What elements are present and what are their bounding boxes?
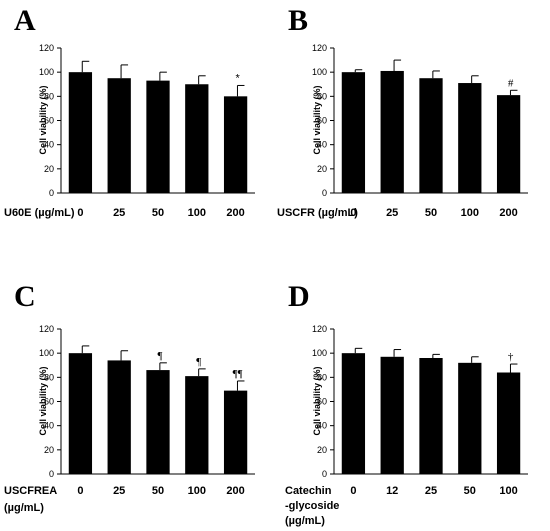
panel-c-significance-mark: ¶ [158,350,163,362]
panel-d-bar [380,356,404,474]
panel-c-ytick-label: 20 [44,445,54,455]
panel-b-ytick-label: 40 [317,140,327,150]
panel-c-bar [68,353,93,474]
panel-b-xtick-label: 25 [386,207,398,219]
panel-c-bar [146,370,170,474]
panel-b-ytick-label: 20 [317,164,327,174]
panel-a-ytick-label: 80 [44,91,54,101]
panel-letter-b: B [288,4,308,37]
panel-c-ytick-label: 0 [49,469,54,479]
panel-b-xtick-label: 50 [425,207,437,219]
panel-d-bar [419,358,443,474]
panel-b-bar [458,83,482,193]
panel-d-ytick-label: 20 [317,445,327,455]
panel-a-bar [146,80,170,193]
panel-d-xlabel: Catechin [285,485,332,497]
panel-a-bar [107,78,131,193]
panel-c-xtick-label: 0 [77,485,83,497]
panel-d-bar [458,362,482,474]
panel-a-ytick-label: 60 [44,116,54,126]
panel-a-xtick-label: 100 [188,207,206,219]
panel-b-significance-mark: # [508,77,514,89]
panel-b-xtick-label: 0 [350,207,356,219]
panel-b-bar [496,95,521,193]
panel-b-ytick-label: 0 [322,188,327,198]
panel-c-xlabel: (µg/mL) [4,502,44,514]
panel-d-ytick-label: 120 [312,324,327,334]
panel-d-ytick-label: 0 [322,469,327,479]
panel-b-xlabel: USCFR (µg/mL) [277,207,358,219]
panel-d-xlabel: -glycoside [285,500,339,512]
panel-d-ytick-label: 60 [317,397,327,407]
panel-d-xlabel: (µg/mL) [285,515,325,527]
panel-a-ylabel: Cell viability (%) [38,85,48,154]
panel-c-xlabel: USCFREA [4,485,57,497]
panel-c-significance-mark: ¶¶ [233,368,243,380]
panel-d-ylabel: Cell viability (%) [312,366,322,435]
panel-b-ytick-label: 80 [317,91,327,101]
panel-c-significance-mark: ¶ [196,356,201,368]
panel-letter-c: C [14,280,36,313]
panel-d-ytick-label: 40 [317,421,327,431]
panel-a-xtick-label: 200 [226,207,244,219]
panel-d-xtick-label: 50 [464,485,476,497]
panel-d-ytick-label: 100 [312,348,327,358]
panel-b-bar [380,70,404,193]
panel-a-ytick-label: 100 [39,67,54,77]
panel-d-significance-mark: † [508,351,514,363]
panel-c-xtick-label: 50 [152,485,164,497]
panel-c-bar [107,360,131,474]
panel-c-ytick-label: 80 [44,372,54,382]
panel-b-bar [419,78,443,193]
panel-b-ytick-label: 120 [312,43,327,53]
panel-a-ytick-label: 0 [49,188,54,198]
panel-d-xtick-label: 25 [425,485,437,497]
panel-a-xtick-label: 0 [77,207,83,219]
panel-a-ytick-label: 40 [44,140,54,150]
panel-c-ytick-label: 120 [39,324,54,334]
panel-a-ytick-label: 20 [44,164,54,174]
panel-b-ytick-label: 100 [312,67,327,77]
panel-d-xtick-label: 100 [499,485,517,497]
panel-c-ylabel: Cell viability (%) [38,366,48,435]
panel-a-xtick-label: 25 [113,207,125,219]
panel-c-ytick-label: 100 [39,348,54,358]
panel-a-xlabel: U60E (µg/mL) [4,207,75,219]
panel-b-ylabel: Cell viability (%) [312,85,322,154]
panel-a-bar [68,72,93,193]
panel-a-bar [223,96,248,193]
panel-c-ytick-label: 60 [44,397,54,407]
panel-b-bar [341,72,366,193]
panel-d-xtick-label: 0 [350,485,356,497]
panel-b-xtick-label: 100 [461,207,479,219]
panel-d-bar [496,372,521,474]
panel-letter-a: A [14,4,36,37]
panel-d-ytick-label: 80 [317,372,327,382]
panel-d-bar [341,353,366,474]
panel-letter-d: D [288,280,310,313]
panel-a-xtick-label: 50 [152,207,164,219]
panel-c-xtick-label: 200 [226,485,244,497]
panel-a-significance-mark: * [235,72,240,84]
panel-c-bar [185,376,209,474]
panel-b-xtick-label: 200 [499,207,517,219]
panel-a-bar [185,84,209,193]
panel-c-xtick-label: 25 [113,485,125,497]
panel-d-xtick-label: 12 [386,485,398,497]
panel-c-xtick-label: 100 [188,485,206,497]
panel-a-ytick-label: 120 [39,43,54,53]
panel-c-bar [223,390,248,474]
panel-c-ytick-label: 40 [44,421,54,431]
panel-b-ytick-label: 60 [317,116,327,126]
